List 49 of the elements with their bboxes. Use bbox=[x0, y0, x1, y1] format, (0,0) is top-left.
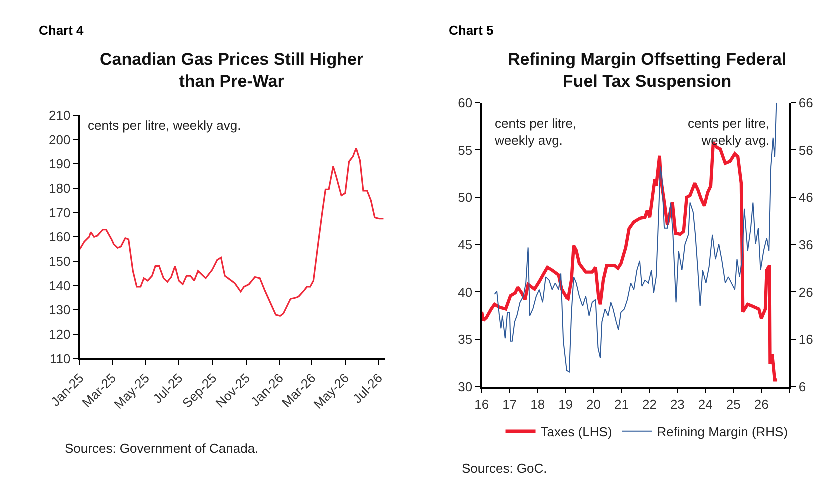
y2-tick-label: 56 bbox=[798, 142, 814, 158]
y-tick-label: 45 bbox=[458, 237, 473, 252]
y-tick-label: 110 bbox=[50, 351, 71, 366]
y2-tick-label: 46 bbox=[798, 190, 814, 206]
y-tick-label: 35 bbox=[458, 332, 473, 348]
y2-tick-label: 66 bbox=[798, 95, 814, 110]
y-tick-label: 30 bbox=[458, 379, 473, 394]
legend-label: Refining Margin (RHS) bbox=[657, 424, 788, 440]
x-tick-label: 19 bbox=[558, 397, 574, 412]
y2-tick-label: 36 bbox=[798, 237, 814, 252]
y-tick-label: 40 bbox=[458, 284, 473, 300]
x-tick-label: 23 bbox=[670, 397, 685, 412]
y-tick-label: 120 bbox=[49, 326, 71, 342]
caption: Chart 4 bbox=[39, 23, 85, 38]
y2-tick-label: 16 bbox=[798, 332, 814, 348]
x-tick-label: 24 bbox=[698, 397, 713, 412]
y-tick-label: 190 bbox=[49, 156, 71, 172]
chart-title: Canadian Gas Prices Still Higher than Pre-War bbox=[100, 50, 364, 92]
caption: Chart 5 bbox=[449, 23, 494, 38]
y-tick-label: 180 bbox=[49, 181, 71, 196]
y-tick-label: 210 bbox=[49, 108, 71, 124]
x-tick-label: 18 bbox=[530, 397, 546, 412]
x-tick-label: 16 bbox=[474, 397, 490, 412]
y-tick-label: 60 bbox=[458, 95, 473, 110]
line-series bbox=[494, 102, 778, 373]
chart-title: Refining Margin Offsetting Federal Fuel Tax Suspension bbox=[508, 50, 787, 92]
y-tick-label: 55 bbox=[458, 142, 473, 158]
annotation: cents per litre, weekly avg. bbox=[494, 116, 577, 148]
y-tick-label: 130 bbox=[49, 302, 71, 318]
x-tick-label: 22 bbox=[642, 397, 657, 412]
x-tick-label: 25 bbox=[726, 397, 741, 412]
y-tick-label: 50 bbox=[458, 190, 473, 206]
y-tick-label: 170 bbox=[49, 205, 71, 220]
annotation: cents per litre, weekly avg. bbox=[88, 118, 242, 133]
y-tick-label: 150 bbox=[49, 254, 71, 269]
y2-tick-label: 26 bbox=[798, 284, 814, 300]
source-note: Sources: GoC. bbox=[462, 461, 548, 476]
y2-tick-label: 6 bbox=[798, 379, 806, 394]
x-tick-label: 17 bbox=[502, 397, 518, 412]
annotation: cents per litre, weekly avg. bbox=[688, 116, 770, 148]
x-tick-label: 20 bbox=[586, 397, 602, 412]
source-note: Sources: Government of Canada. bbox=[65, 441, 259, 456]
line-series bbox=[80, 148, 385, 317]
x-tick-label: 26 bbox=[754, 397, 769, 412]
y-tick-label: 160 bbox=[49, 230, 71, 245]
y-tick-label: 200 bbox=[49, 132, 71, 148]
x-tick-label: 21 bbox=[614, 397, 629, 412]
legend-label: Taxes (LHS) bbox=[540, 424, 612, 440]
y-tick-label: 140 bbox=[49, 278, 71, 294]
